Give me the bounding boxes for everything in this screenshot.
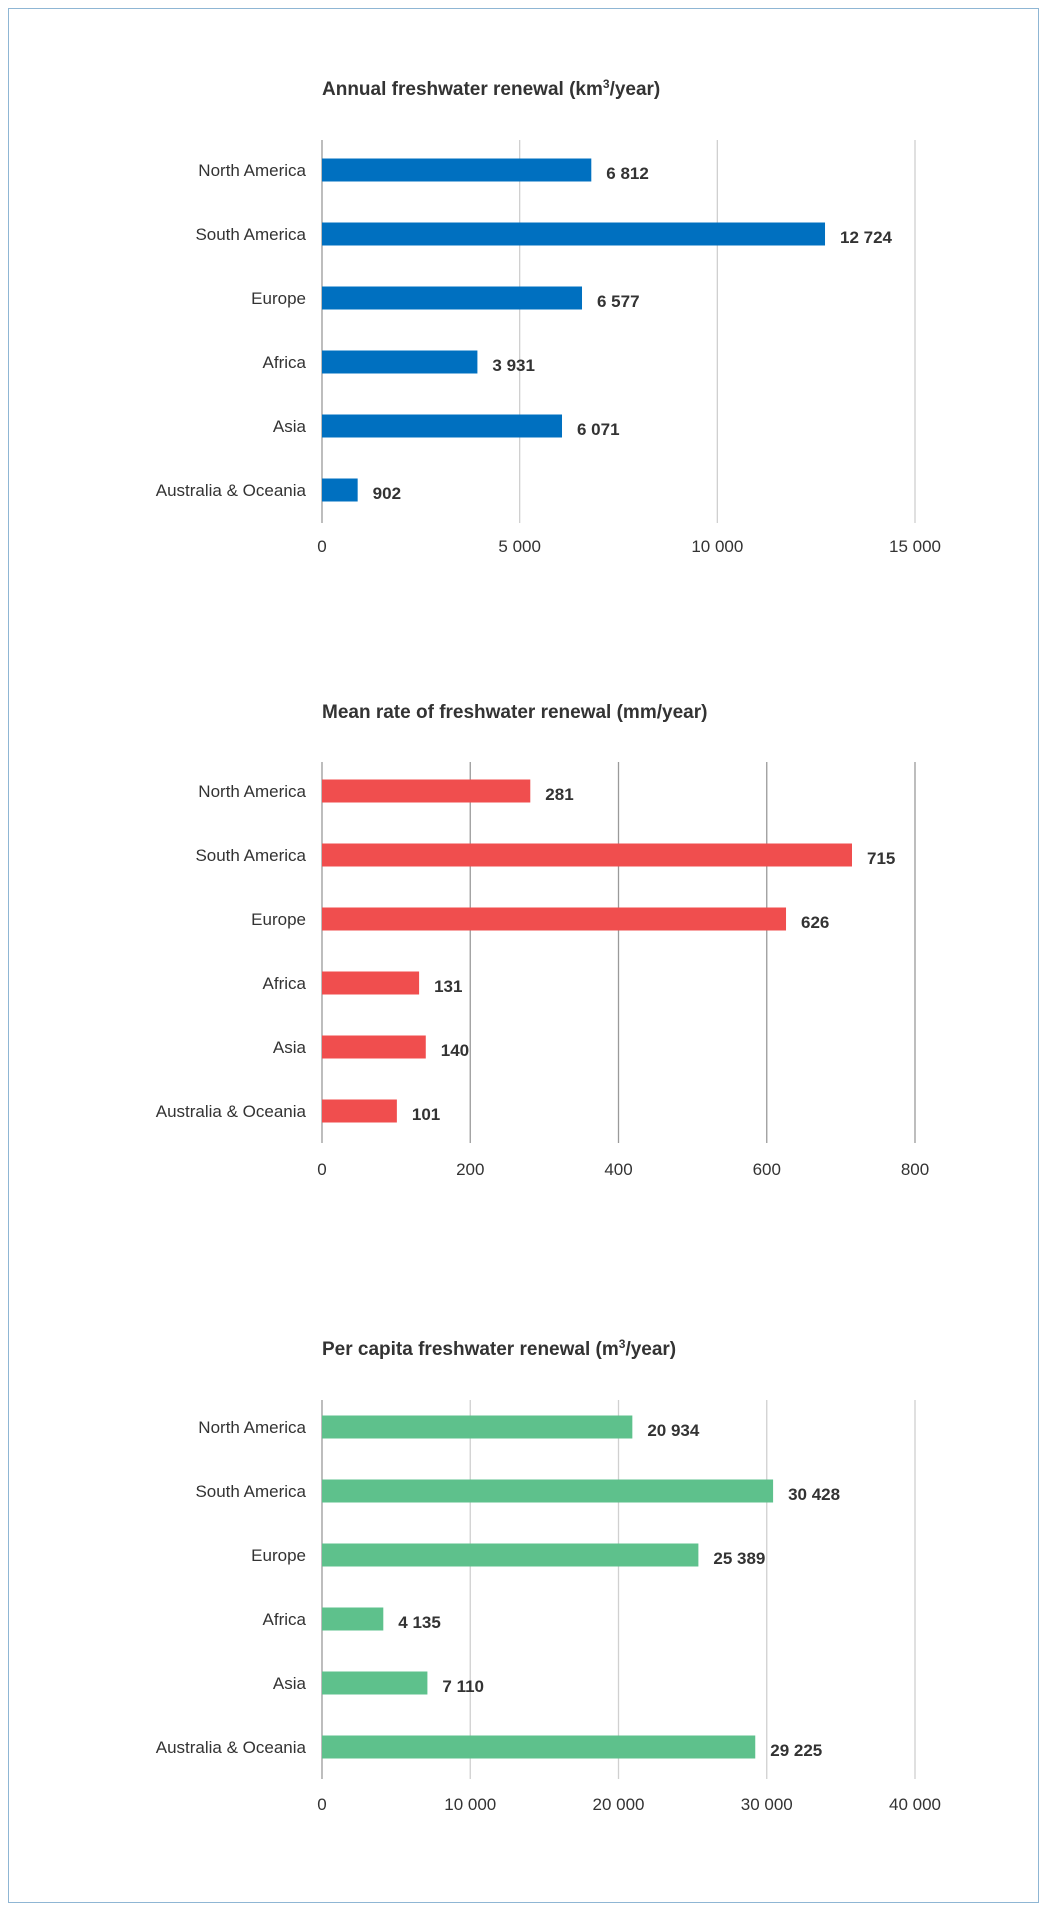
- data-label: 902: [373, 484, 401, 503]
- chart-title-superscript: 3: [619, 1337, 626, 1351]
- category-label: Asia: [273, 1674, 307, 1693]
- data-label: 131: [434, 977, 462, 996]
- chart-title-text: Mean rate of freshwater renewal (mm/year…: [322, 702, 707, 723]
- category-label: Europe: [251, 910, 306, 929]
- bar: [322, 414, 563, 438]
- chart-annual-renewal: Annual freshwater renewal (km3/year) 0 5 0…: [156, 77, 941, 556]
- bar: [322, 971, 420, 995]
- x-tick-label: 800: [901, 1160, 929, 1179]
- bar: [322, 1415, 633, 1439]
- category-label: Asia: [273, 1038, 307, 1057]
- x-tick-label: 20 000: [593, 1795, 645, 1814]
- bar: [322, 1099, 397, 1123]
- chart-title-text: Per capita freshwater renewal (m: [322, 1339, 619, 1360]
- category-label: North America: [198, 1418, 306, 1437]
- x-tick-label: 15 000: [889, 537, 941, 556]
- x-tick-label: 5 000: [498, 537, 541, 556]
- category-label: Africa: [263, 353, 307, 372]
- chart-title: Annual freshwater renewal (km3/year): [322, 77, 660, 100]
- data-label: 3 931: [492, 356, 535, 375]
- x-tick-label: 10 000: [691, 537, 743, 556]
- figure-frame: [8, 8, 1039, 1903]
- x-tick-label: 0: [317, 537, 326, 556]
- data-label: 6 577: [597, 292, 640, 311]
- category-label: South America: [195, 846, 306, 865]
- data-label: 140: [441, 1041, 469, 1060]
- category-label: Europe: [251, 1546, 306, 1565]
- x-tick-label: 0: [317, 1795, 326, 1814]
- chart-title-unit: /year): [625, 1339, 676, 1360]
- data-label: 6 071: [577, 420, 620, 439]
- category-label: Australia & Oceania: [156, 1102, 307, 1121]
- data-label: 29 225: [770, 1741, 822, 1760]
- bar: [322, 222, 826, 246]
- category-label: Africa: [263, 974, 307, 993]
- category-label: Australia & Oceania: [156, 481, 307, 500]
- bar: [322, 1607, 384, 1631]
- x-tick-label: 10 000: [444, 1795, 496, 1814]
- bar: [322, 1543, 699, 1567]
- data-label: 30 428: [788, 1485, 840, 1504]
- category-label: Europe: [251, 289, 306, 308]
- x-tick-label: 200: [456, 1160, 484, 1179]
- bar: [322, 1479, 774, 1503]
- data-label: 626: [801, 913, 829, 932]
- bar: [322, 350, 478, 374]
- data-label: 20 934: [647, 1421, 700, 1440]
- data-label: 25 389: [713, 1549, 765, 1568]
- data-label: 101: [412, 1105, 440, 1124]
- bar: [322, 1735, 756, 1759]
- category-label: Africa: [263, 1610, 307, 1629]
- chart-title-text: Annual freshwater renewal (km: [322, 79, 603, 100]
- bar: [322, 286, 583, 310]
- data-label: 4 135: [398, 1613, 441, 1632]
- data-label: 6 812: [606, 164, 649, 183]
- x-tick-label: 30 000: [741, 1795, 793, 1814]
- chart-title: Mean rate of freshwater renewal (mm/year…: [322, 702, 707, 723]
- category-label: North America: [198, 782, 306, 801]
- chart-title: Per capita freshwater renewal (m3/year): [322, 1337, 676, 1360]
- bar: [322, 843, 852, 867]
- bar: [322, 1035, 426, 1059]
- chart-mean-rate: Mean rate of freshwater renewal (mm/year…: [156, 702, 929, 1179]
- data-label: 12 724: [840, 228, 893, 247]
- category-label: North America: [198, 161, 306, 180]
- x-tick-label: 400: [604, 1160, 632, 1179]
- bar: [322, 1671, 428, 1695]
- x-tick-label: 0: [317, 1160, 326, 1179]
- x-tick-label: 40 000: [889, 1795, 941, 1814]
- x-tick-label: 600: [753, 1160, 781, 1179]
- chart-title-unit: /year): [610, 79, 661, 100]
- data-label: 715: [867, 849, 895, 868]
- category-label: Australia & Oceania: [156, 1738, 307, 1757]
- data-label: 7 110: [442, 1677, 484, 1696]
- category-label: Asia: [273, 417, 307, 436]
- bar: [322, 478, 358, 502]
- category-label: South America: [195, 1482, 306, 1501]
- data-label: 281: [545, 785, 573, 804]
- bar: [322, 779, 531, 803]
- chart-title-superscript: 3: [603, 77, 610, 91]
- bar: [322, 158, 592, 182]
- chart-panel-annual-renewal: Annual freshwater renewal (km3/year) 0 5 0…: [0, 0, 1043, 600]
- bar: [322, 907, 787, 931]
- category-label: South America: [195, 225, 306, 244]
